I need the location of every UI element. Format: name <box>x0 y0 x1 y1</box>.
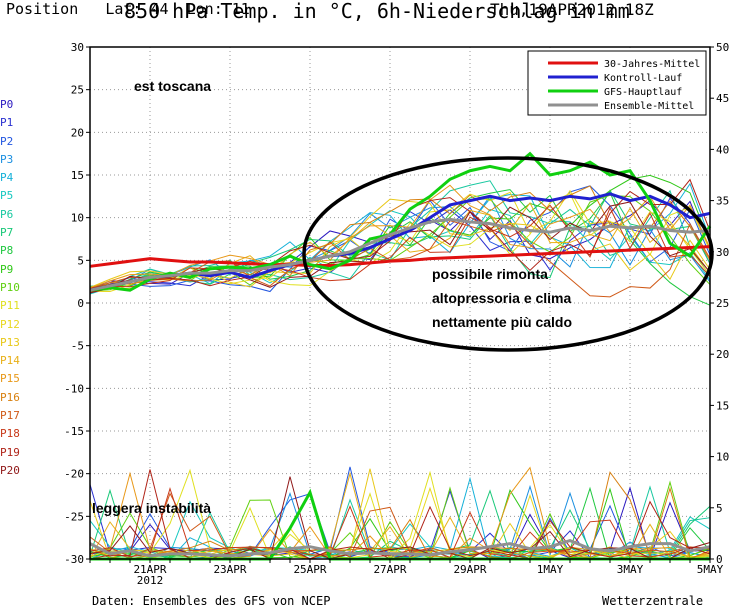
member-precip-line <box>89 471 711 560</box>
x-tick-label: 29APR <box>453 563 486 576</box>
series-line <box>89 217 711 292</box>
y2-tick-label: 30 <box>716 246 729 259</box>
y2-tick-label: 25 <box>716 297 729 310</box>
x-tick-label: 5MAY <box>697 563 724 576</box>
y-tick-label: 30 <box>71 41 84 54</box>
member-label: P8 <box>0 244 14 258</box>
x-tick-label: 25APR <box>293 563 326 576</box>
member-label: P17 <box>0 409 20 423</box>
y-tick-label: -10 <box>64 382 84 395</box>
y2-tick-label: 35 <box>716 195 729 208</box>
y-axis-left: 30 25 20 15 10 5 0 -5 -10 -15 -20 -25 -30 <box>64 41 90 566</box>
footer-source: Daten: Ensembles des GFS von NCEP <box>92 594 331 608</box>
member-label: P20 <box>0 463 20 477</box>
x-tick-label: 27APR <box>373 563 406 576</box>
x-tick-label: 1MAY <box>537 563 564 576</box>
x-axis: 21APR 23APR 25APR 27APR 29APR 1MAY 3MAY 5MAY 201… <box>89 559 724 587</box>
position-label: Position Lat: 44 Lon: 11 <box>6 0 250 18</box>
y2-tick-label: 45 <box>716 92 729 105</box>
y-tick-label: 25 <box>71 84 84 97</box>
annotation-rise-2: altopressoria e clima <box>432 290 572 306</box>
member-label: P3 <box>0 152 14 166</box>
member-line <box>89 194 711 292</box>
y-tick-label: 0 <box>77 297 84 310</box>
y2-tick-label: 10 <box>716 451 729 464</box>
annotation-region: est toscana <box>134 78 212 94</box>
legend: 30-Jahres-Mittel Kontroll-Lauf GFS-Hauptla… <box>527 50 707 116</box>
series-line <box>89 245 711 268</box>
y-tick-label: -15 <box>64 425 84 438</box>
member-label: P0 <box>0 98 14 111</box>
legend-label: 30-Jahres-Mittel <box>604 59 700 70</box>
member-label: P19 <box>0 445 20 459</box>
member-precip-line <box>89 471 711 560</box>
member-label: P12 <box>0 317 20 331</box>
y-tick-label: -25 <box>64 510 84 523</box>
member-label: P2 <box>0 134 14 148</box>
member-label: P15 <box>0 372 20 386</box>
member-label: P4 <box>0 171 14 185</box>
position-text: Position <box>6 0 79 18</box>
member-label: P16 <box>0 390 20 404</box>
latitude-text: Lat: 44 <box>105 0 169 18</box>
legend-label: Ensemble-Mittel <box>604 101 694 112</box>
precip-line <box>89 538 711 558</box>
member-label: P9 <box>0 262 14 276</box>
member-label: P6 <box>0 207 14 221</box>
longitude-text: Lon: 11 <box>186 0 250 18</box>
member-list: P0 P1 P2 P3 P4 P5 P6 P7 P8 P9 P10 P11 P12 P13 P14 P15 P1… <box>0 96 30 480</box>
member-label: P5 <box>0 189 14 203</box>
member-label: P13 <box>0 335 20 349</box>
y-tick-label: -20 <box>64 468 84 481</box>
x-tick-sublabel: 2012 <box>137 574 164 587</box>
annotation-instability: leggera instabilità <box>92 500 212 516</box>
member-line <box>89 204 711 294</box>
run-date: Thu,19APR2012 18Z <box>490 0 654 19</box>
y2-tick-label: 20 <box>716 348 729 361</box>
member-label: P1 <box>0 116 14 130</box>
y-tick-label: 5 <box>77 254 84 267</box>
y-tick-label: -5 <box>71 340 84 353</box>
member-label: P18 <box>0 427 20 441</box>
y2-tick-label: 40 <box>716 143 729 156</box>
member-label: P10 <box>0 280 20 294</box>
y-tick-label: 20 <box>71 126 84 139</box>
y-tick-label: -30 <box>64 553 84 566</box>
x-tick-label: 23APR <box>213 563 246 576</box>
annotation-rise-1: possibile rimonta <box>432 266 548 282</box>
member-label: P14 <box>0 354 20 368</box>
y2-tick-label: 0 <box>716 553 723 566</box>
member-line <box>89 189 711 292</box>
member-line <box>89 178 711 290</box>
member-line <box>89 220 711 298</box>
y2-tick-label: 50 <box>716 41 729 54</box>
annotation-rise-3: nettamente più caldo <box>432 314 573 330</box>
x-tick-label: 21APR <box>133 563 166 576</box>
y2-tick-label: 5 <box>716 502 723 515</box>
legend-label: GFS-Hauptlauf <box>604 87 682 98</box>
legend-label: Kontroll-Lauf <box>604 73 682 84</box>
x-tick-label: 3MAY <box>617 563 644 576</box>
member-label: P7 <box>0 226 14 240</box>
y2-tick-label: 15 <box>716 399 729 412</box>
series-line <box>89 151 712 292</box>
footer-site: Wetterzentrale <box>602 594 704 608</box>
main-series-lines <box>89 151 712 292</box>
chart-title: 850 hPa Temp. in °C, 6h-Niederschlag in … <box>124 0 630 23</box>
highlight-ellipse <box>302 156 714 352</box>
member-label: P11 <box>0 299 20 313</box>
y-tick-label: 15 <box>71 169 84 182</box>
y-tick-label: 10 <box>71 212 84 225</box>
